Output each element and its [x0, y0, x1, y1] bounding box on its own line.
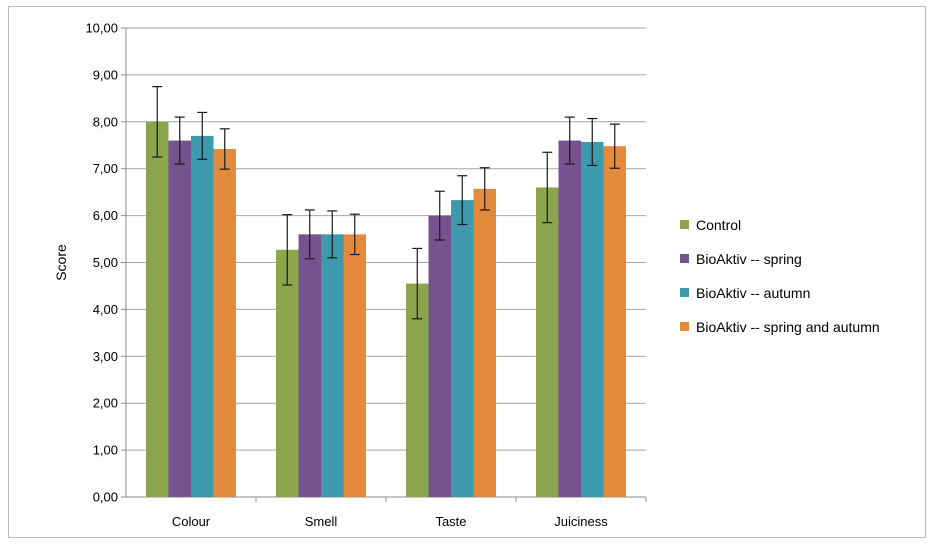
bar-bioaktiv-spring-and-autumn-colour	[213, 149, 236, 497]
legend-label: BioAktiv -- autumn	[696, 285, 810, 301]
legend-label: BioAktiv -- spring and autumn	[696, 319, 880, 335]
bar-bioaktiv-spring-and-autumn-juiciness	[603, 146, 626, 498]
x-tick-label: Taste	[435, 514, 466, 529]
bar-control-juiciness	[536, 187, 559, 497]
bar-bioaktiv-autumn-taste	[451, 200, 474, 498]
bar-bioaktiv-spring-colour	[168, 140, 191, 497]
y-tick-label: 5,00	[93, 255, 118, 270]
bar-bioaktiv-spring-and-autumn-smell	[343, 234, 366, 498]
y-tick-label: 2,00	[93, 396, 118, 411]
bar-bioaktiv-spring-smell	[298, 234, 321, 498]
bar-bioaktiv-autumn-colour	[191, 135, 214, 497]
y-tick-label: 1,00	[93, 443, 118, 458]
y-tick-label: 0,00	[93, 490, 118, 505]
x-tick-label: Juiciness	[554, 514, 608, 529]
bar-bioaktiv-spring-juiciness	[558, 140, 581, 497]
bar-control-colour	[146, 121, 169, 498]
legend-swatch	[680, 220, 689, 229]
bar-bioaktiv-autumn-juiciness	[581, 141, 604, 498]
y-tick-label: 10,00	[85, 21, 118, 36]
x-tick-label: Colour	[172, 514, 211, 529]
y-tick-label: 9,00	[93, 67, 118, 82]
bar-bioaktiv-spring-taste	[428, 215, 451, 497]
y-tick-label: 8,00	[93, 114, 118, 129]
y-tick-label: 4,00	[93, 302, 118, 317]
legend-swatch	[680, 288, 689, 297]
y-axis-title: Score	[53, 244, 69, 281]
y-tick-label: 3,00	[93, 349, 118, 364]
legend-label: BioAktiv -- spring	[696, 251, 802, 267]
legend-label: Control	[696, 217, 741, 233]
legend-swatch	[680, 254, 689, 263]
x-tick-label: Smell	[305, 514, 338, 529]
y-tick-label: 6,00	[93, 208, 118, 223]
bar-control-smell	[276, 249, 299, 497]
bar-bioaktiv-spring-and-autumn-taste	[473, 188, 496, 497]
bar-bioaktiv-autumn-smell	[321, 234, 344, 498]
bar-control-taste	[406, 283, 429, 497]
y-tick-label: 7,00	[93, 161, 118, 176]
legend-swatch	[680, 322, 689, 331]
